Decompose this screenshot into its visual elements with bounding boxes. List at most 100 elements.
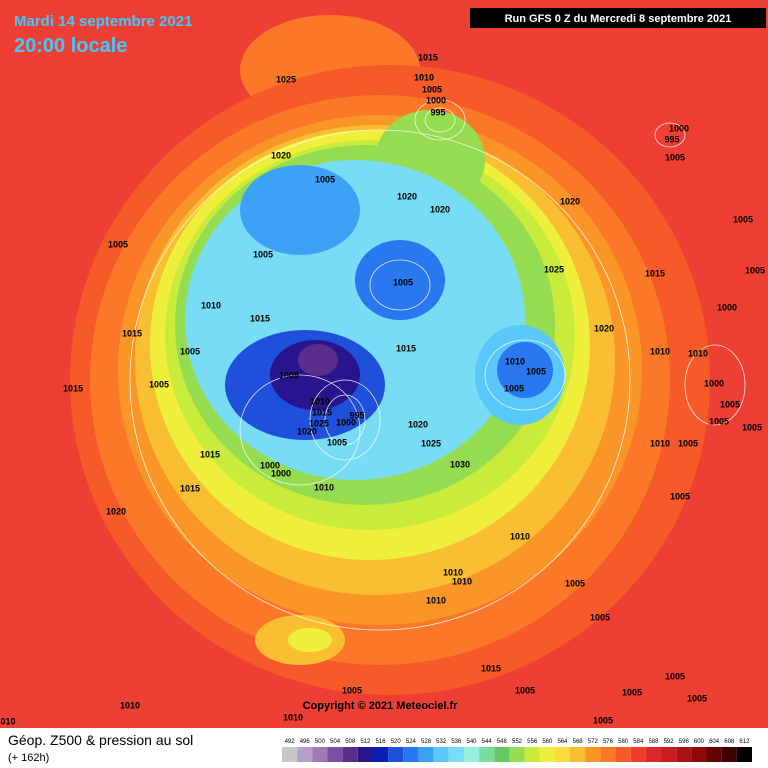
isobar-label: 1005 <box>253 249 273 259</box>
isobar-label: 1005 <box>279 370 299 380</box>
scale-swatch <box>448 747 464 762</box>
footer-title: Géop. Z500 & pression au sol <box>8 732 193 748</box>
scale-label: 540 <box>467 739 478 745</box>
scale-label: 520 <box>391 739 402 745</box>
scale-label: 496 <box>300 739 311 745</box>
scale-label: 544 <box>482 739 493 745</box>
scale-swatch <box>661 747 677 762</box>
scale-swatch <box>706 747 722 762</box>
isobar-label: 1010 <box>505 356 525 366</box>
isobar-label: 1015 <box>396 343 416 353</box>
isobar-label: 1010 <box>120 700 140 710</box>
scale-label: 576 <box>603 739 614 745</box>
isobar-label: 1010 <box>443 567 463 577</box>
isobar-label: 1000 <box>260 460 280 470</box>
isobar-label: 1010 <box>650 346 670 356</box>
scale-swatch <box>615 747 631 762</box>
scale-label: 500 <box>315 739 326 745</box>
scale-label: 552 <box>512 739 523 745</box>
isobar-label: 1025 <box>421 438 441 448</box>
isobar-label: 1010 <box>201 300 221 310</box>
isobar-labels: 1015101010051000995102510201005102010201… <box>0 52 765 726</box>
scale-swatch <box>600 747 616 762</box>
isobar-label: 1025 <box>276 74 296 84</box>
scale-label: 592 <box>664 739 675 745</box>
scale-label: 556 <box>527 739 538 745</box>
isobar-label: 1005 <box>687 693 707 703</box>
scale-swatch <box>509 747 525 762</box>
isobar-label: 1005 <box>590 612 610 622</box>
isobar-label: 1015 <box>180 483 200 493</box>
scale-label: 584 <box>633 739 644 745</box>
scale-swatch <box>282 747 298 762</box>
isobar-label: 1005 <box>720 399 740 409</box>
run: Run GFS 0 Z du Mercredi 8 septembre 2021 <box>505 13 732 25</box>
isobar-label: 1010 <box>314 482 334 492</box>
scale-swatch <box>645 747 662 762</box>
scale-swatch <box>433 747 449 762</box>
isobar-label: 995 <box>664 134 679 144</box>
isobar-label: 1010 <box>414 72 434 82</box>
isobar-label: 010 <box>0 716 15 726</box>
isobar-label: 1005 <box>670 491 690 501</box>
isobar-label: 1015 <box>481 663 501 673</box>
isobar-label: 1005 <box>393 277 413 287</box>
isobar-label: 1020 <box>430 204 450 214</box>
isobar-label: 1005 <box>745 265 765 275</box>
isobar-label: 1005 <box>678 438 698 448</box>
isobar-label: 1005 <box>593 715 613 725</box>
scale-label: 560 <box>542 739 553 745</box>
isobar-label: 1020 <box>297 426 317 436</box>
isobar-label: 1010 <box>310 396 330 406</box>
scale-swatch <box>418 747 434 762</box>
scale-label: 516 <box>376 739 387 745</box>
scale-swatch <box>463 747 480 762</box>
isobar-label: 1005 <box>733 214 753 224</box>
scale-swatch <box>342 747 358 762</box>
date: Mardi 14 septembre 2021 <box>14 13 192 30</box>
scale-swatch <box>388 747 404 762</box>
scale-swatch <box>297 747 313 762</box>
run-box <box>470 8 766 28</box>
isobar-label: 1005 <box>622 687 642 697</box>
isobar-label: 1020 <box>106 506 126 516</box>
isobar-label: 1005 <box>504 383 524 393</box>
isobar-label: 1025 <box>309 418 329 428</box>
isobar-label: 1010 <box>510 531 530 541</box>
isobar-label: 1005 <box>327 437 347 447</box>
isobar-label: 1030 <box>450 459 470 469</box>
scale-swatch <box>357 747 373 762</box>
isobar-label: 1005 <box>665 671 685 681</box>
isobar-label: 1000 <box>717 302 737 312</box>
isobar-label: 1010 <box>426 595 446 605</box>
scale-label: 572 <box>588 739 599 745</box>
scale-label: 600 <box>694 739 705 745</box>
isobar-label: 1015 <box>645 268 665 278</box>
scale-swatch <box>570 747 586 762</box>
isobar-label: 995 <box>430 107 445 117</box>
scale-label: 604 <box>709 739 720 745</box>
scale-label: 564 <box>557 739 568 745</box>
isobar-label: 1005 <box>422 84 442 94</box>
isobar-label: 1000 <box>336 417 356 427</box>
scale-swatch <box>736 747 752 762</box>
isobar-label: 1005 <box>526 366 546 376</box>
scale-swatch <box>524 747 540 762</box>
scale-swatch <box>721 747 737 762</box>
isobar-label: 1000 <box>669 123 689 133</box>
scale-label: 608 <box>724 739 735 745</box>
scale-label: 504 <box>330 739 341 745</box>
isobar-label: 1000 <box>426 95 446 105</box>
scale-label: 528 <box>421 739 432 745</box>
isobar-label: 1015 <box>418 52 438 62</box>
scale-bar: 492 496 500 504 508 512 516 520 524 528 532 536 540 5… <box>282 739 752 762</box>
isobar-label: 1000 <box>271 468 291 478</box>
isobar-label: 1015 <box>312 407 332 417</box>
isobar-label: 1005 <box>665 152 685 162</box>
isobar-label: 1010 <box>452 576 472 586</box>
scale-swatch <box>403 747 419 762</box>
copyright: Copyright © 2021 Meteociel.fr <box>303 700 459 712</box>
isobar-label: 1005 <box>565 578 585 588</box>
